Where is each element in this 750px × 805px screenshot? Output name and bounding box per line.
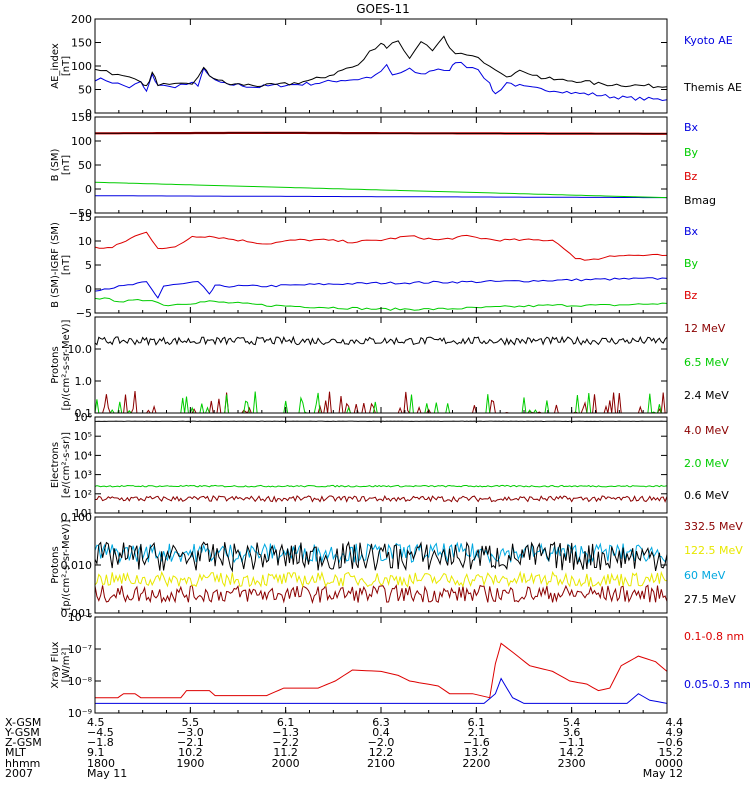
panel-frame [95, 317, 667, 413]
legend-bsm-0: Bx [684, 121, 699, 134]
ylabel-xray: [W/m²] [61, 647, 72, 682]
figure-title: GOES-11 [356, 2, 410, 16]
legend-electrons-0: 4.0 MeV [684, 424, 729, 437]
ytick-label: 50 [78, 159, 92, 172]
panel-frame [95, 19, 667, 113]
ylabel-electrons: Electrons [50, 442, 61, 488]
footer-value-hhmm: 1900 [176, 757, 204, 770]
ytick-label: 50 [78, 84, 92, 97]
series-ae-0 [95, 62, 667, 100]
series-bigrf-2 [95, 232, 667, 260]
legend-protons_high-1: 122.5 MeV [684, 544, 743, 557]
ytick-label: 10³ [74, 469, 92, 482]
series-bsm-1 [95, 182, 667, 197]
ytick-label: 10⁻⁶ [68, 611, 93, 624]
ylabel-bsm: [nT] [61, 155, 72, 175]
ytick-label: 100 [71, 135, 92, 148]
legend-bigrf-2: Bz [684, 289, 698, 302]
legend-bsm-3: Bmag [684, 194, 716, 207]
series-xray-1 [95, 679, 667, 704]
footer-value-hhmm: 2300 [558, 757, 586, 770]
ytick-label: 10⁴ [74, 449, 93, 462]
series-electrons-1 [95, 485, 667, 487]
ylabel-protons_high: [p/(cm²-s-sr-MeV)] [61, 519, 72, 610]
ylabel-protons_high: Protons [50, 546, 61, 583]
footer-value-hhmm: 2100 [367, 757, 395, 770]
legend-protons_high-2: 60 MeV [684, 569, 726, 582]
legend-protons_high-0: 332.5 MeV [684, 520, 743, 533]
series-bigrf-0 [95, 278, 667, 298]
legend-ae-0: Kyoto AE [684, 34, 733, 47]
series-protons_high-1 [95, 572, 667, 586]
footer-row-label: 2007 [5, 767, 33, 780]
ytick-label: 10² [74, 488, 92, 501]
legend-protons_low-0: 12 MeV [684, 322, 726, 335]
ytick-label: 10 [78, 235, 92, 248]
ytick-label: −5 [76, 307, 92, 320]
legend-electrons-1: 2.0 MeV [684, 457, 729, 470]
panel-frame [95, 117, 667, 213]
ylabel-bsm: B (SM) [50, 148, 61, 181]
footer-value-hhmm: 2200 [462, 757, 490, 770]
ytick-label: 150 [71, 37, 92, 50]
ytick-label: 10⁵ [74, 430, 92, 443]
ylabel-electrons: [e/(cm²-s-sr)] [61, 432, 72, 498]
series-bsm-0 [95, 196, 667, 198]
legend-protons_high-3: 27.5 MeV [684, 593, 736, 606]
footer-value-extra: May 11 [87, 767, 127, 780]
ytick-label: 15 [78, 211, 92, 224]
ytick-label: 150 [71, 111, 92, 124]
legend-protons_low-2: 2.4 MeV [684, 389, 729, 402]
ytick-label: 5 [85, 259, 92, 272]
ytick-label: 0 [85, 183, 92, 196]
footer-value-hhmm: 2000 [272, 757, 300, 770]
ytick-label: 100 [71, 60, 92, 73]
footer-value-extra: May 12 [643, 767, 683, 780]
series-protons_high-2 [95, 543, 667, 562]
panel-frame [95, 617, 667, 713]
series-xray-0 [95, 643, 667, 697]
legend-xray-0: 0.1-0.8 nm [684, 630, 744, 643]
ylabel-ae: [nT] [61, 56, 72, 76]
panel-bigrf: Bx By Bz −5 0 5 10 15 B (SM)-IGRF (SM)[nT] [50, 211, 699, 320]
ytick-label: 10⁶ [74, 411, 93, 424]
ylabel-protons_low: [p/(cm²-s-sr-MeV)] [61, 319, 72, 410]
legend-bigrf-0: Bx [684, 225, 699, 238]
legend-ae-1: Themis AE [683, 81, 742, 94]
panel-xray: 0.1-0.8 nm0.05-0.3 nm10⁻⁹10⁻⁸10⁻⁷10⁻⁶Xra… [50, 611, 750, 720]
ylabel-xray: Xray Flux [50, 641, 61, 688]
ylabel-bigrf: B (SM)-IGRF (SM) [50, 222, 61, 308]
legend-bsm-2: Bz [684, 170, 698, 183]
legend-bigrf-1: By [684, 257, 699, 270]
panel-frame [95, 217, 667, 313]
ytick-label: 200 [71, 13, 92, 26]
ytick-label: 1.0 [75, 375, 93, 388]
ylabel-ae: AE_index [50, 43, 61, 89]
ylabel-protons_low: Protons [50, 346, 61, 383]
legend-electrons-2: 0.6 MeV [684, 489, 729, 502]
series-ae-1 [95, 36, 667, 87]
legend-protons_low-1: 6.5 MeV [684, 356, 729, 369]
legend-bsm-1: By [684, 146, 699, 159]
series-protons_low-2 [95, 337, 667, 345]
legend-xray-1: 0.05-0.3 nm [684, 678, 750, 691]
series-protons_high-0 [95, 585, 667, 602]
ylabel-bigrf: [nT] [61, 255, 72, 275]
series-electrons-0 [95, 496, 667, 502]
ytick-label: 0 [85, 283, 92, 296]
